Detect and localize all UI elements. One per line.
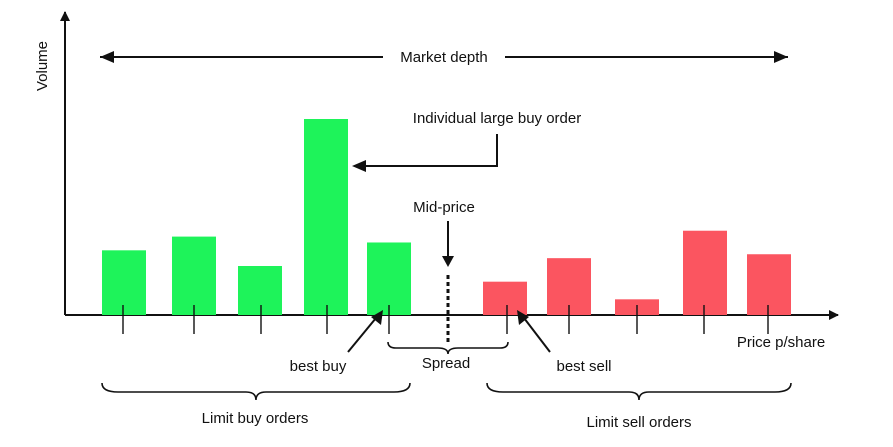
limit-buy-label: Limit buy orders (202, 410, 309, 427)
buy-order-bar-2 (172, 236, 216, 315)
best-buy-arrowhead (371, 310, 383, 325)
large-buy-pointer (362, 134, 498, 167)
buy-order-bar-4 (304, 119, 348, 315)
limit-sell-label: Limit sell orders (586, 414, 691, 431)
buy-order-bar-5 (367, 242, 411, 315)
market-depth-label: Market depth (400, 49, 488, 66)
market-depth-arrow (100, 44, 788, 70)
best-buy-label: best buy (290, 358, 347, 375)
best-sell-label: best sell (556, 358, 611, 375)
limit-sell-brace (486, 382, 792, 401)
large-buy-arrowhead (352, 160, 366, 172)
best-buy-pointer (347, 317, 377, 353)
large-buy-label: Individual large buy order (413, 110, 581, 127)
mid-price-arrowhead (442, 256, 454, 267)
y-axis-label: Volume (34, 41, 51, 91)
buy-order-bar-3 (238, 266, 282, 315)
sell-order-bar-1 (483, 281, 527, 315)
x-axis-label: Price p/share (737, 334, 825, 351)
buy-order-bar-1 (102, 250, 146, 315)
spread-label: Spread (422, 355, 470, 372)
best-sell-pointer (523, 317, 551, 353)
order-bars (102, 119, 791, 315)
sell-order-bar-5 (747, 254, 791, 315)
best-sell-arrowhead (517, 310, 529, 325)
sell-order-bar-4 (683, 230, 727, 315)
limit-buy-brace (101, 382, 411, 401)
mid-price-label: Mid-price (413, 199, 475, 216)
spread-bracket (387, 341, 509, 355)
price-ticks (122, 305, 769, 334)
